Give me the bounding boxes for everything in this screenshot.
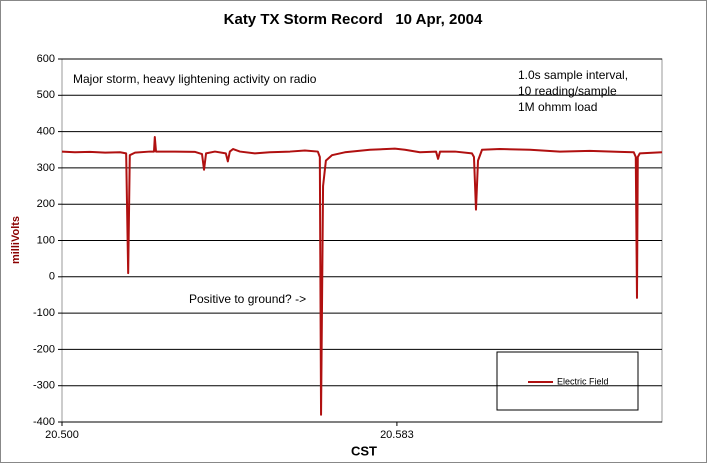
annotation: Major storm, heavy lightening activity o… xyxy=(73,72,317,86)
y-tick-label: 100 xyxy=(37,234,55,246)
y-tick-label: 400 xyxy=(37,126,55,138)
x-tick-label: 20.500 xyxy=(45,429,79,441)
y-tick-label: 200 xyxy=(37,198,55,210)
y-tick-label: 0 xyxy=(49,271,55,283)
y-tick-label: -400 xyxy=(33,416,55,428)
y-axis-label: milliVolts xyxy=(10,216,22,264)
x-axis-label: CST xyxy=(351,443,377,458)
y-tick-label: -300 xyxy=(33,380,55,392)
y-tick-label: 500 xyxy=(37,89,55,101)
y-tick-label: -100 xyxy=(33,307,55,319)
annotation: Positive to ground? -> xyxy=(189,292,306,306)
note-line: 1.0s sample interval, xyxy=(518,68,628,82)
legend-label: Electric Field xyxy=(557,376,609,386)
x-tick-label: 20.583 xyxy=(380,429,414,441)
y-tick-label: 600 xyxy=(37,53,55,65)
y-tick-label: -200 xyxy=(33,343,55,355)
note-line: 1M ohmm load xyxy=(518,100,597,114)
data-line xyxy=(61,136,663,416)
note-line: 10 reading/sample xyxy=(518,84,617,98)
chart-title: Katy TX Storm Record 10 Apr, 2004 xyxy=(224,11,483,28)
y-tick-label: 300 xyxy=(37,162,55,174)
legend xyxy=(496,351,639,411)
